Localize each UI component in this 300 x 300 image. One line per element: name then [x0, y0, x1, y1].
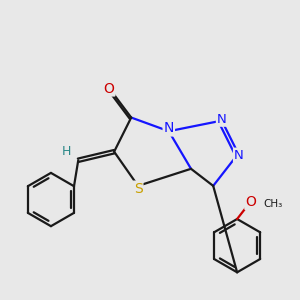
Text: N: N [217, 113, 226, 126]
Text: CH₃: CH₃ [263, 199, 283, 208]
Text: N: N [234, 148, 244, 162]
Text: O: O [245, 195, 256, 209]
Text: S: S [134, 182, 142, 196]
Text: H: H [61, 145, 71, 158]
Text: O: O [103, 82, 114, 95]
Text: N: N [164, 122, 174, 136]
